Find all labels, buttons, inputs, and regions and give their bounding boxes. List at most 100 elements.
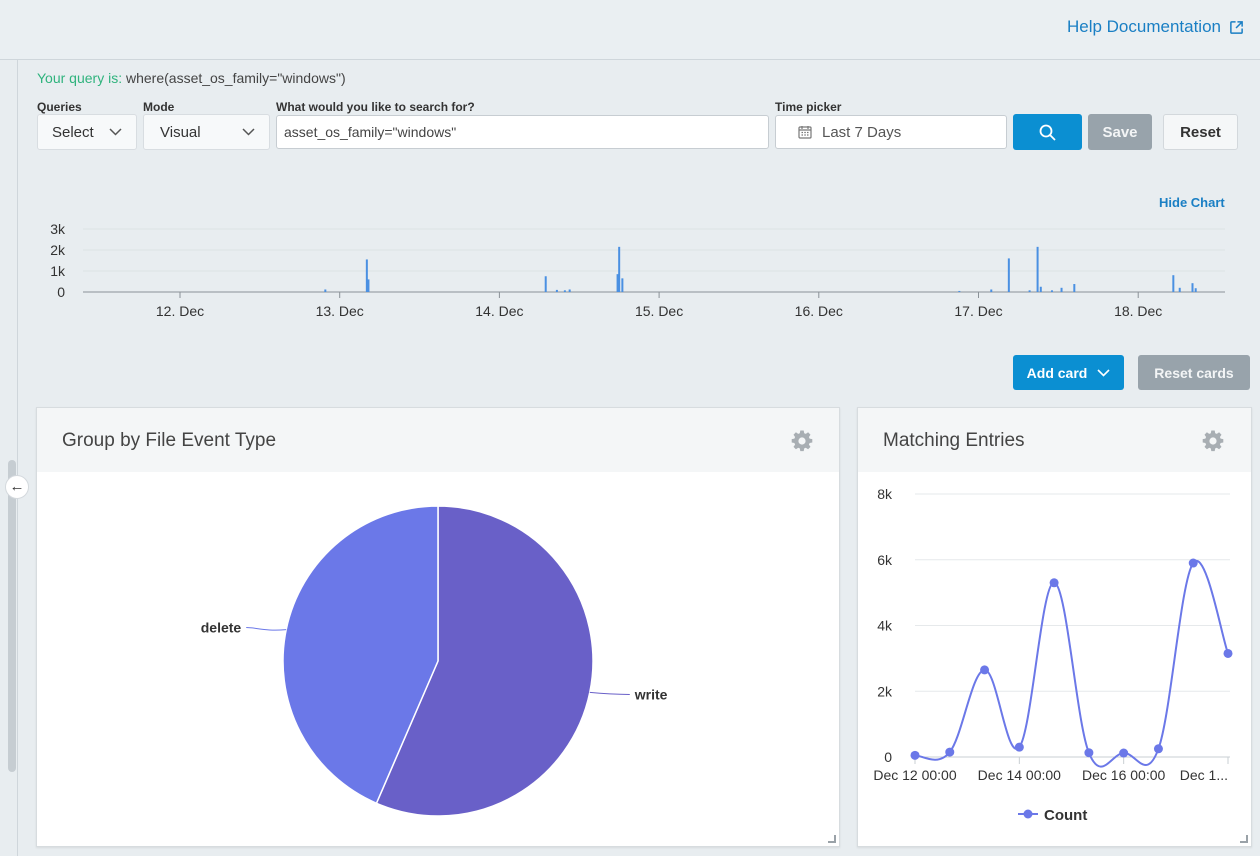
legend-marker — [1023, 809, 1033, 819]
line-series-count — [914, 559, 1229, 768]
add-card-button[interactable]: Add card — [1013, 355, 1124, 390]
pie-slice-write — [375, 505, 594, 817]
hist-bar — [958, 290, 961, 292]
chevron-down-icon — [109, 128, 122, 136]
line-x-tick-label: Dec 12 00:00 — [873, 767, 956, 783]
query-summary: Your query is: where(asset_os_family="wi… — [37, 70, 346, 86]
pie-label-write: write — [634, 686, 668, 702]
resize-handle[interactable] — [828, 835, 836, 843]
hist-bar — [1039, 286, 1042, 292]
mode-label: Mode — [143, 100, 175, 114]
left-rail — [0, 60, 18, 856]
hist-bar — [618, 246, 621, 292]
line-point — [945, 747, 955, 757]
queries-select-value: Select — [52, 123, 94, 141]
chevron-down-icon — [1097, 368, 1110, 377]
pie-chart: write delete — [201, 505, 668, 817]
hist-bar — [1060, 287, 1063, 292]
line-point — [980, 665, 990, 675]
line-y-tick-label: 8k — [877, 486, 893, 502]
time-picker[interactable]: Last 7 Days — [775, 115, 1007, 149]
search-icon — [1039, 124, 1056, 141]
hist-bar — [616, 274, 619, 292]
line-y-tick-label: 0 — [884, 749, 892, 765]
search-input[interactable] — [276, 115, 769, 149]
search-button[interactable] — [1013, 114, 1082, 150]
line-x-tick-label: Dec 14 00:00 — [978, 767, 1061, 783]
hide-chart-link[interactable]: Hide Chart — [1159, 195, 1225, 210]
sidebar-scrollbar[interactable] — [8, 460, 16, 772]
pie-card: Group by File Event Type write delete — [36, 407, 840, 847]
line-point — [1223, 648, 1233, 658]
hist-bar — [990, 289, 993, 292]
hist-bar — [1194, 288, 1197, 292]
line-point — [1084, 748, 1094, 758]
line-y-tick-label: 6k — [877, 552, 893, 568]
time-picker-value: Last 7 Days — [822, 123, 902, 141]
chevron-down-icon — [242, 128, 255, 136]
line-chart: 0 2k 4k 6k 8k Dec 12 00:00 Dec 14 00:00 Dec 16 … — [873, 486, 1233, 824]
collapse-arrow-icon[interactable]: ← — [5, 475, 29, 499]
line-point — [1188, 558, 1198, 568]
calendar-icon — [798, 126, 812, 139]
hist-bar — [1050, 290, 1053, 292]
line-point — [910, 750, 920, 760]
hist-x-tick-label: 18. Dec — [1114, 303, 1162, 319]
hist-bar — [1178, 287, 1181, 292]
help-documentation-link[interactable]: Help Documentation — [1067, 17, 1244, 37]
event-histogram: 0 1k 2k 3k 12. Dec 13. Dec 14. Dec 15. Dec 16. D… — [50, 221, 1225, 319]
gear-icon[interactable] — [1201, 429, 1225, 453]
reset-button[interactable]: Reset — [1163, 114, 1238, 150]
search-label: What would you like to search for? — [276, 100, 475, 114]
hist-bar — [555, 289, 558, 292]
hist-bar — [544, 276, 547, 292]
hist-x-tick-label: 12. Dec — [156, 303, 204, 319]
gear-icon[interactable] — [790, 429, 814, 453]
top-bar: Help Documentation — [0, 0, 1260, 60]
hist-bar — [1191, 283, 1194, 292]
reset-cards-button[interactable]: Reset cards — [1138, 355, 1250, 390]
card-header: Group by File Event Type — [37, 408, 839, 472]
hist-bar — [621, 278, 624, 292]
time-picker-label: Time picker — [775, 100, 842, 114]
line-point — [1014, 742, 1024, 752]
pie-label-delete: delete — [201, 620, 242, 636]
hist-bar — [367, 279, 370, 292]
hist-bar — [1073, 284, 1076, 292]
hist-y-tick-label: 1k — [50, 263, 66, 279]
hist-bar — [1028, 290, 1031, 292]
line-point — [1049, 578, 1059, 588]
pie-leader-line — [246, 627, 287, 631]
line-y-tick-label: 4k — [877, 618, 893, 634]
hist-bar — [1036, 246, 1039, 292]
hist-bar — [1007, 258, 1010, 292]
hist-x-tick-label: 17. Dec — [954, 303, 1002, 319]
hist-bar — [1172, 275, 1175, 292]
hist-x-tick-label: 16. Dec — [795, 303, 843, 319]
query-label: Your query is: — [37, 70, 123, 86]
line-card: Matching Entries 0 2k 4k 6k 8k Dec 12 00:00 De… — [857, 407, 1252, 847]
hist-bar — [568, 289, 571, 292]
line-x-tick-label: Dec 1... — [1180, 767, 1228, 783]
external-link-icon — [1230, 20, 1243, 34]
hist-x-tick-label: 14. Dec — [475, 303, 523, 319]
hist-bar — [365, 259, 368, 292]
legend-label: Count — [1044, 807, 1087, 824]
hist-bar — [563, 290, 566, 292]
hist-bar — [324, 289, 327, 292]
line-card-title: Matching Entries — [883, 430, 1025, 451]
help-documentation-label: Help Documentation — [1066, 17, 1221, 36]
hist-x-tick-label: 15. Dec — [635, 303, 683, 319]
mode-select[interactable]: Visual — [143, 114, 270, 150]
add-card-label: Add card — [1026, 364, 1088, 381]
line-point — [1119, 748, 1129, 758]
pie-leader-line — [589, 691, 630, 695]
hist-y-tick-label: 3k — [50, 221, 66, 237]
line-point — [1153, 744, 1163, 754]
line-x-tick-label: Dec 16 00:00 — [1082, 767, 1165, 783]
save-button[interactable]: Save — [1088, 114, 1152, 150]
resize-handle[interactable] — [1240, 835, 1248, 843]
queries-select[interactable]: Select — [37, 114, 137, 150]
line-y-tick-label: 2k — [877, 683, 893, 699]
pie-slice-delete — [282, 505, 439, 805]
